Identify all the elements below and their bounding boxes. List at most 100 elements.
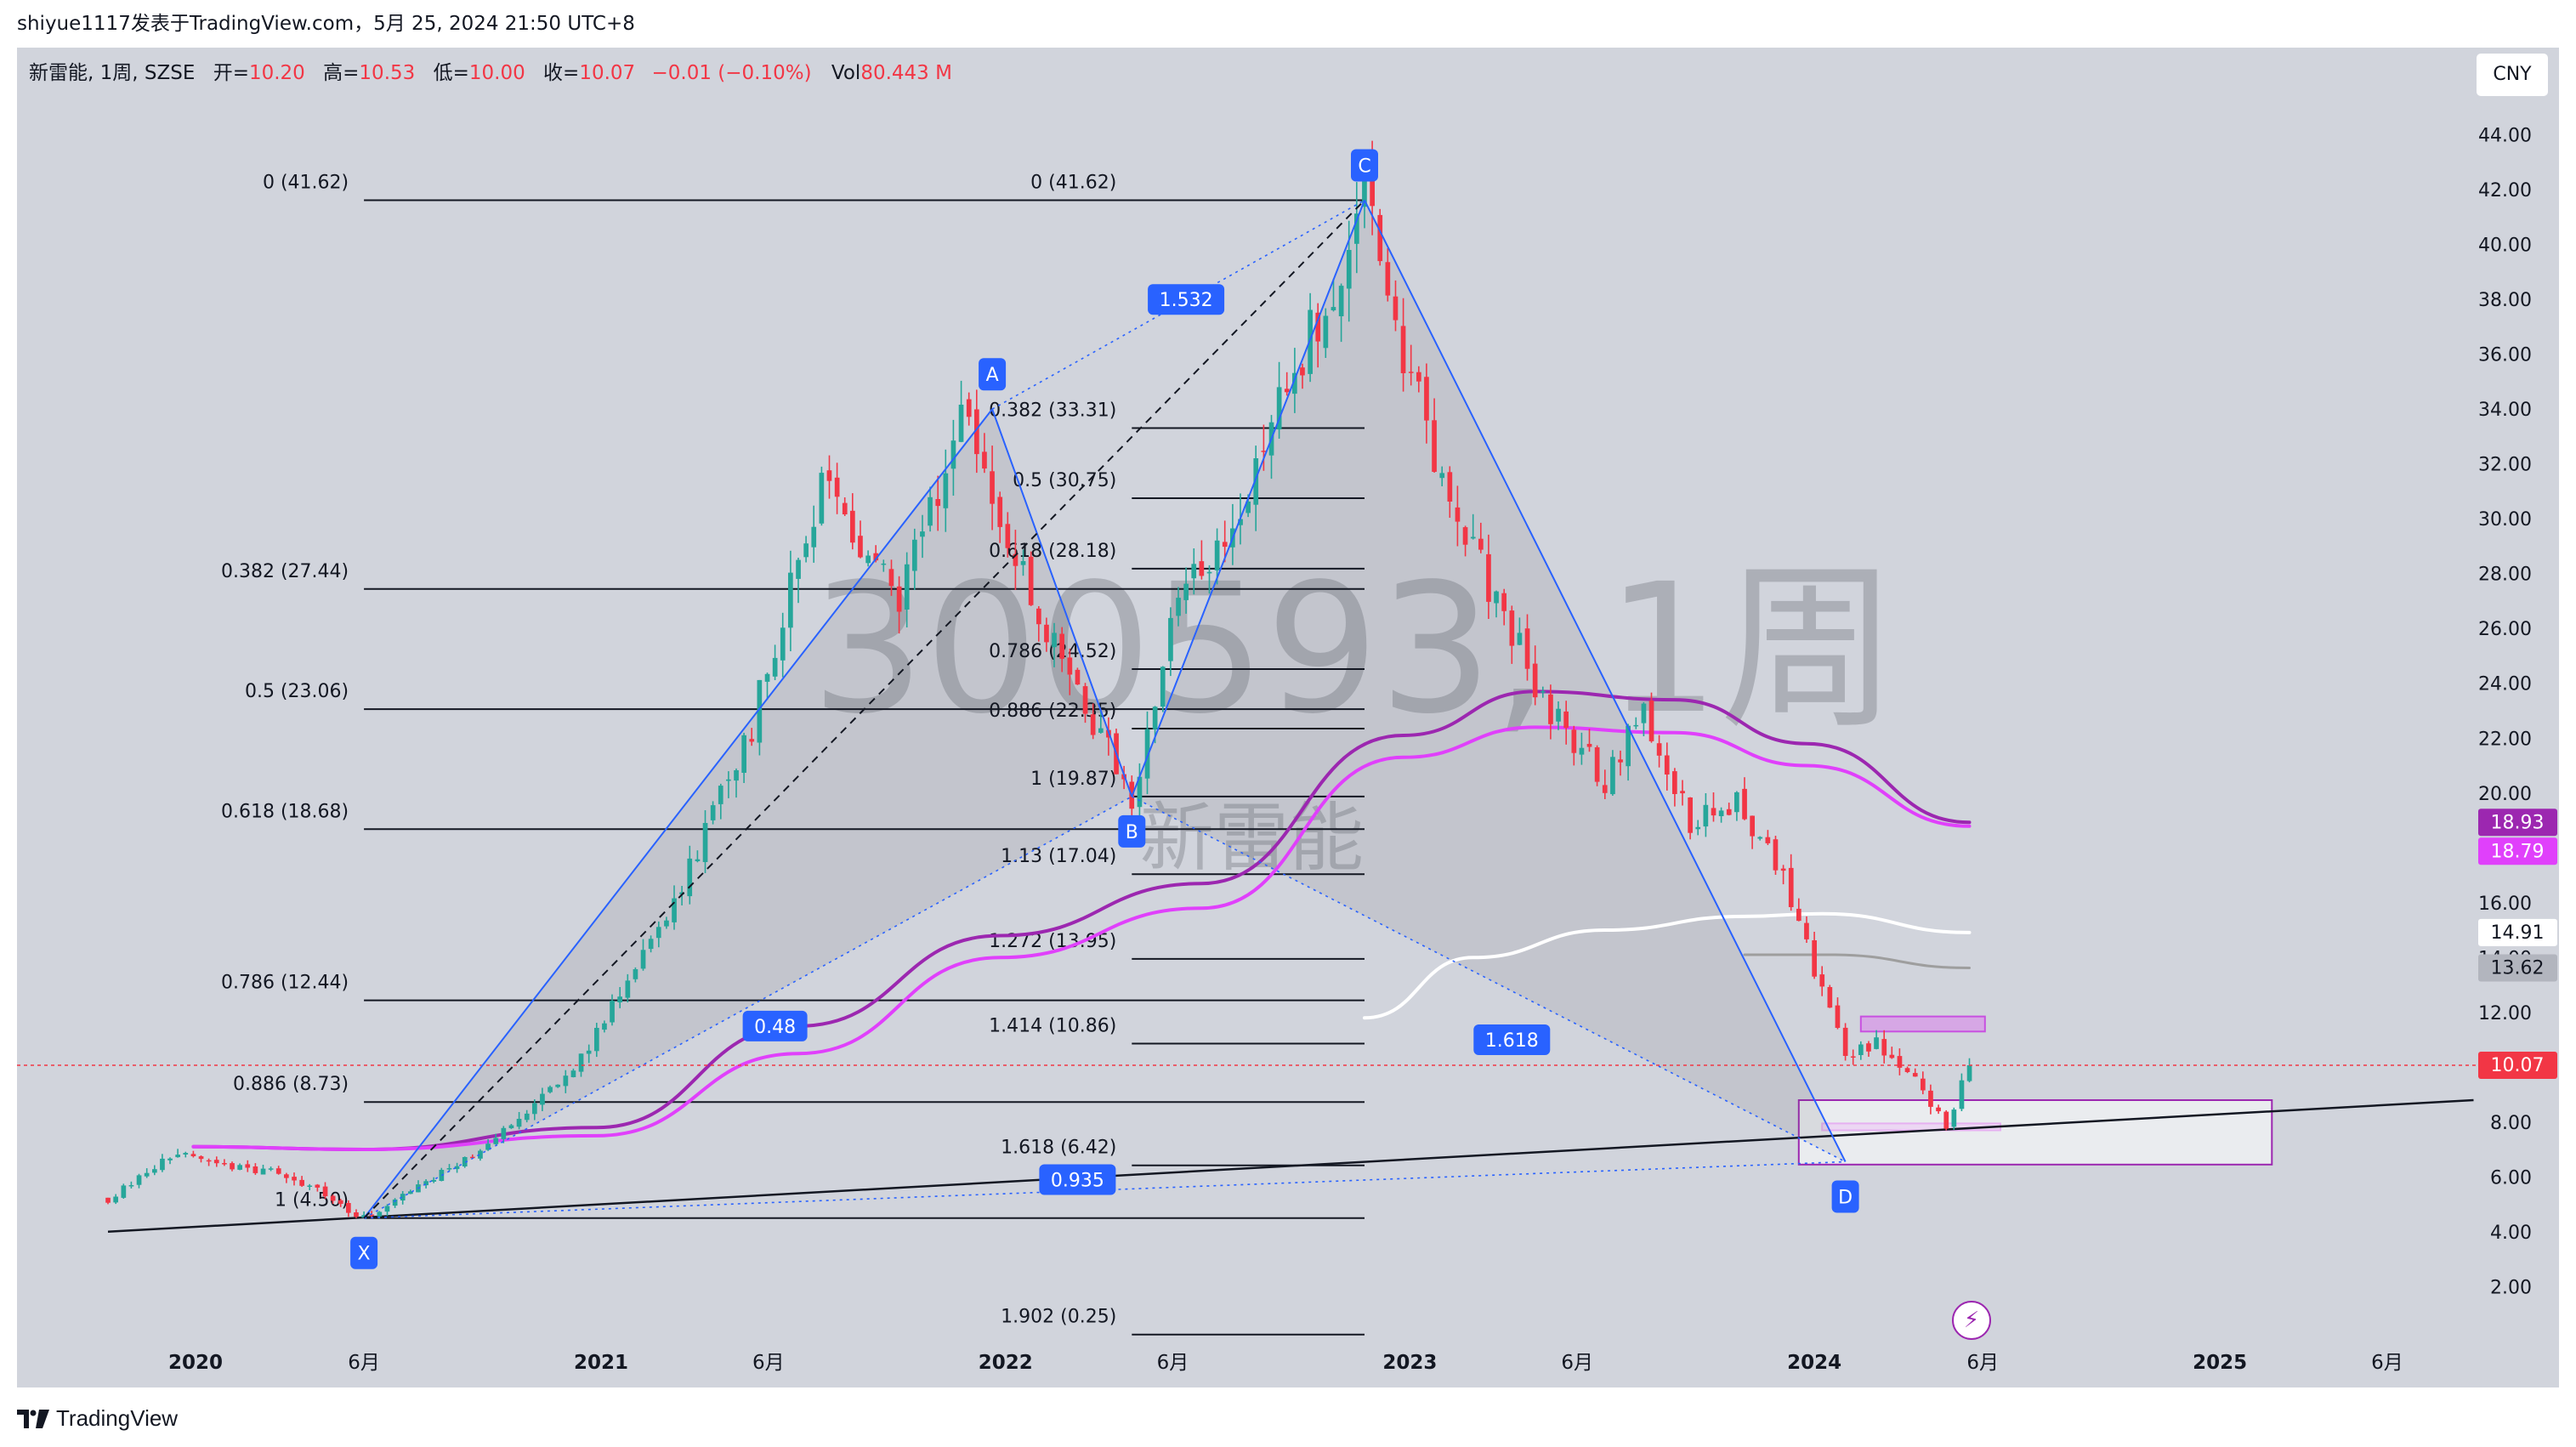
candle-body (206, 1160, 212, 1162)
bolt-icon[interactable]: ⚡ (1952, 1301, 1991, 1340)
candle-body (1610, 757, 1615, 795)
xabcd-pattern-labels[interactable]: X A B C D 0.48 1.532 1.618 0.935 (350, 149, 1859, 1269)
candle-body (292, 1177, 297, 1181)
pattern-leg-cd (1364, 200, 1847, 1162)
trendline-segment (107, 1098, 2474, 1234)
chart-pane[interactable]: 300593, 1周 新雷能 0 (41.62) 0.382 (27.44) 0.5… (17, 48, 2559, 1387)
currency-button[interactable]: CNY (2476, 53, 2549, 97)
bcd-triangle (1132, 200, 1846, 1162)
time-tick-label: 6月 (2371, 1352, 2403, 1374)
candle-body (1424, 377, 1429, 421)
candle-body (734, 770, 739, 781)
candle-body (796, 559, 801, 579)
xab-triangle (364, 409, 1132, 1218)
pattern-point-label: X (358, 1244, 371, 1265)
candle-body (1276, 387, 1282, 430)
fib-right-level-label: 0.886 (22.35) (989, 701, 1116, 722)
candle-body (121, 1185, 127, 1198)
time-tick-label: 6月 (752, 1352, 785, 1374)
candle-body (1928, 1090, 1933, 1107)
pattern-point-badge (1351, 149, 1378, 182)
candle-body (1711, 808, 1716, 816)
pattern-ratio-badge (742, 1010, 808, 1041)
candle-body (1966, 1065, 1972, 1081)
candle-body (741, 735, 746, 773)
price-chart[interactable]: 300593, 1周 新雷能 0 (41.62) 0.382 (27.44) 0.5… (17, 48, 2559, 1387)
fib-left-level-label: 0.886 (8.73) (233, 1074, 349, 1095)
price-axis-badge-label: 14.91 (2491, 922, 2545, 944)
price-axis[interactable]: 2.004.006.008.0010.0012.0014.0016.0018.0… (2476, 48, 2559, 1387)
candle-body (1750, 815, 1755, 837)
candle-body (625, 980, 631, 998)
candle-body (1618, 759, 1623, 763)
candle-body (501, 1127, 507, 1139)
candle-body (1346, 250, 1352, 289)
candle-body (928, 497, 933, 526)
candle-body (369, 1214, 375, 1216)
candle-body (1284, 389, 1290, 393)
candle-body (1486, 553, 1491, 602)
time-tick-label: 2022 (979, 1352, 1033, 1374)
candle-body (230, 1163, 235, 1170)
candle-body (1160, 667, 1166, 707)
candle-body (555, 1084, 560, 1087)
xabcd-pattern-lines[interactable] (363, 199, 1847, 1219)
candle-body (803, 543, 809, 558)
tradingview-mark-icon (17, 1410, 49, 1428)
fib-right-level-label: 1.902 (0.25) (1001, 1307, 1116, 1328)
candle-body (198, 1156, 204, 1160)
candle-body (237, 1165, 242, 1170)
candle-body (718, 786, 723, 804)
close-value: 10.07 (579, 62, 636, 84)
candle-body (1199, 561, 1205, 576)
pattern-ratio-badge (1039, 1164, 1116, 1195)
candle-body (423, 1181, 428, 1186)
candle-body (493, 1138, 499, 1144)
candle-body (1874, 1037, 1879, 1049)
candle-body (1300, 367, 1305, 376)
candle-body (1253, 458, 1259, 505)
candle-body (1098, 728, 1104, 733)
candle-body (152, 1169, 157, 1173)
candle-body (1827, 987, 1833, 1008)
candle-body (610, 1001, 615, 1023)
open-value: 10.20 (248, 62, 305, 84)
candle-body (664, 920, 669, 927)
candle-body (950, 440, 956, 469)
price-tick-label: 8.00 (2490, 1113, 2532, 1134)
highlight-zones[interactable] (1797, 1015, 2273, 1166)
candle-body (858, 536, 863, 558)
time-axis[interactable]: 2020 6月 2021 6月 2022 6月 2023 6月 2024 6月 2025 6月 (168, 1352, 2403, 1374)
time-tick-label: 2020 (168, 1352, 223, 1374)
candle-body (1082, 686, 1088, 714)
candle-body (1261, 451, 1267, 452)
candle-body (516, 1119, 522, 1127)
candle-body (772, 657, 778, 677)
candle-body (252, 1166, 258, 1173)
trendline[interactable] (107, 1098, 2474, 1234)
pattern-ratio-bd (1131, 796, 1846, 1163)
candle-body (392, 1199, 398, 1206)
price-tick-label: 36.00 (2478, 345, 2532, 366)
candle-body (1586, 744, 1592, 747)
candle-body (1594, 747, 1600, 782)
candle-body (1517, 633, 1523, 645)
candle-body (284, 1174, 289, 1178)
fib-right-level-label: 1.13 (17.04) (1001, 846, 1116, 867)
candle-body (764, 673, 770, 682)
candle-body (1672, 771, 1677, 794)
candle-body (594, 1028, 599, 1052)
candle-body (1602, 785, 1608, 793)
candle-body (1742, 788, 1747, 820)
tradingview-logo[interactable]: TradingView (17, 1401, 178, 1435)
price-tick-label: 32.00 (2478, 455, 2532, 476)
fibonacci-levels[interactable]: 0 (41.62) 0.382 (27.44) 0.5 (23.06) 0.618 (… (221, 173, 1365, 1336)
candle-body (990, 471, 995, 504)
candle-body (408, 1191, 413, 1194)
candle-body (1206, 571, 1212, 574)
pattern-ratio-label: 0.935 (1051, 1171, 1104, 1192)
candle-body (1524, 628, 1530, 669)
time-tick-label: 2024 (1787, 1352, 1841, 1374)
price-tick-label: 24.00 (2478, 674, 2532, 695)
candle-body (1067, 657, 1073, 675)
